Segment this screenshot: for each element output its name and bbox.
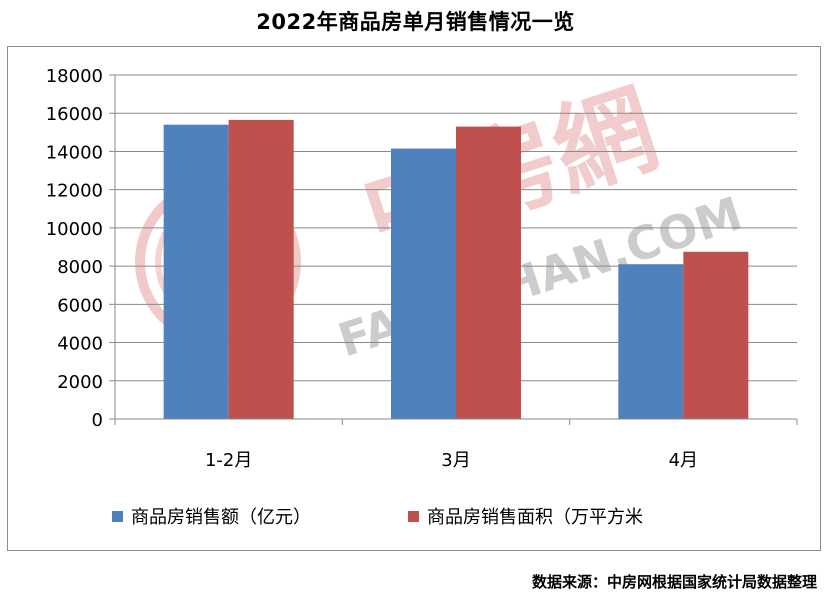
- bar-sales-amount: [391, 148, 456, 420]
- y-tick-label: 12000: [46, 181, 103, 202]
- bar-sales-area: [683, 251, 749, 419]
- y-tick-label: 4000: [57, 334, 103, 355]
- bar-sales-area: [228, 119, 294, 420]
- y-tick-labels: 0 2000 4000 6000 8000 10000 12000 14000 16000 180…: [46, 66, 103, 431]
- legend-swatch: [408, 511, 419, 522]
- source-note: 数据来源：中房网根据国家统计局数据整理: [531, 573, 817, 591]
- x-tick-label: 4月: [669, 450, 698, 471]
- x-tick-labels: 1-2月 3月 4月: [205, 450, 698, 471]
- y-tick-label: 10000: [46, 219, 103, 240]
- y-tick-label: 14000: [46, 142, 103, 163]
- y-tick-label: 6000: [57, 295, 103, 316]
- axes: [109, 74, 798, 425]
- x-tick-label: 3月: [441, 450, 470, 471]
- y-tick-label: 18000: [46, 66, 103, 87]
- legend-label: 商品房销售额（亿元）: [131, 507, 311, 528]
- bar-sales-area: [456, 126, 521, 419]
- y-tick-label: 16000: [46, 104, 103, 125]
- y-tick-label: 0: [92, 410, 103, 431]
- x-tick-label: 1-2月: [205, 450, 252, 471]
- bar-sales-amount: [618, 264, 684, 419]
- y-tick-label: 8000: [57, 257, 103, 278]
- chart-title: 2022年商品房单月销售情况一览: [256, 10, 575, 34]
- bar-sales-amount: [163, 124, 229, 419]
- y-tick-label: 2000: [57, 372, 103, 393]
- legend-label: 商品房销售面积（万平方米: [427, 507, 643, 528]
- bars: [163, 119, 749, 420]
- legend-swatch: [112, 511, 123, 522]
- legend: 商品房销售额（亿元） 商品房销售面积（万平方米: [112, 507, 643, 528]
